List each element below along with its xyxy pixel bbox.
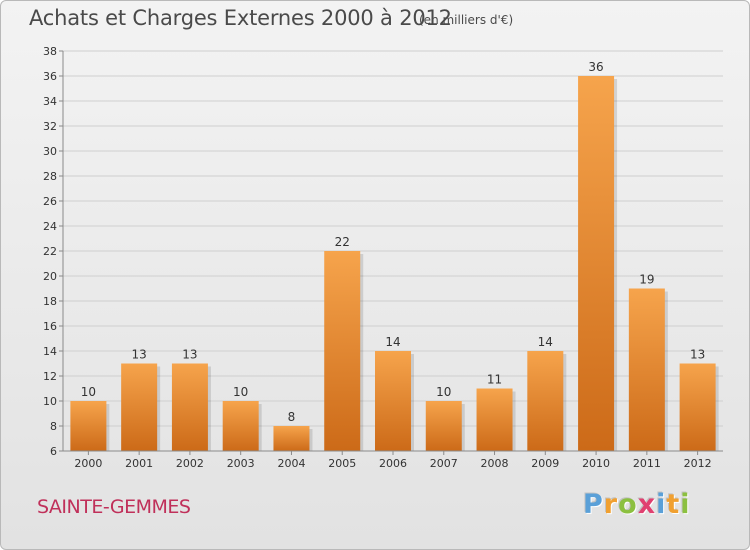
logo-letter: i xyxy=(656,489,667,520)
y-tick-label: 30 xyxy=(43,145,57,158)
bar xyxy=(425,401,462,451)
bar-value-label: 13 xyxy=(132,348,147,362)
y-tick-label: 14 xyxy=(43,345,57,358)
bar xyxy=(121,363,158,451)
logo-letter: r xyxy=(603,489,619,520)
axes xyxy=(59,50,723,455)
y-tick-label: 22 xyxy=(43,245,57,258)
x-tick-label: 2000 xyxy=(74,457,102,470)
bar xyxy=(578,76,615,451)
commune-name: SAINTE-GEMMES xyxy=(37,496,191,518)
bar-value-label: 10 xyxy=(81,385,96,399)
y-tick-label: 12 xyxy=(43,370,57,383)
bar-value-label: 19 xyxy=(639,273,654,287)
bar-value-label: 8 xyxy=(288,410,296,424)
y-tick-label: 16 xyxy=(43,320,57,333)
x-tick-label: 2003 xyxy=(227,457,255,470)
y-tick-label: 28 xyxy=(43,170,57,183)
y-tick-label: 20 xyxy=(43,270,57,283)
bar xyxy=(476,388,513,451)
x-tick-label: 2007 xyxy=(430,457,458,470)
bar-value-label: 10 xyxy=(436,385,451,399)
logo-letter: P xyxy=(583,489,604,520)
labels: 6 8 10 12 14 16 18 20 22 24 26 28 30 32 34 36 38 10 2000 13… xyxy=(43,45,712,470)
chart-unit: (en milliers d'€) xyxy=(419,13,514,27)
bar-value-label: 10 xyxy=(233,385,248,399)
bar-value-label: 11 xyxy=(487,373,502,387)
proxiti-logo[interactable]: Proxiti xyxy=(583,489,691,520)
bar xyxy=(222,401,259,451)
x-tick-label: 2008 xyxy=(481,457,509,470)
x-tick-label: 2009 xyxy=(531,457,559,470)
chart-title: Achats et Charges Externes 2000 à 2012 xyxy=(29,6,452,30)
x-tick-label: 2004 xyxy=(277,457,305,470)
y-tick-label: 36 xyxy=(43,70,57,83)
bar xyxy=(273,426,310,451)
bar xyxy=(679,363,716,451)
bar-value-label: 13 xyxy=(182,348,197,362)
bar-value-label: 22 xyxy=(335,235,350,249)
bar-value-label: 36 xyxy=(588,60,603,74)
y-tick-label: 38 xyxy=(43,45,57,58)
bar xyxy=(375,351,411,451)
logo-letter: x xyxy=(637,489,657,520)
bar xyxy=(171,363,208,451)
logo-letter: t xyxy=(666,489,681,520)
logo-letter: i xyxy=(680,489,691,520)
x-tick-label: 2012 xyxy=(684,457,712,470)
bar-value-label: 14 xyxy=(385,335,400,349)
x-tick-label: 2006 xyxy=(379,457,407,470)
bar-value-label: 13 xyxy=(690,348,705,362)
logo-letter: o xyxy=(618,489,638,520)
y-tick-label: 8 xyxy=(50,420,57,433)
bar xyxy=(70,401,107,451)
y-tick-label: 18 xyxy=(43,295,57,308)
x-tick-label: 2011 xyxy=(633,457,661,470)
x-tick-label: 2010 xyxy=(582,457,610,470)
bar xyxy=(527,351,564,451)
x-tick-label: 2001 xyxy=(125,457,153,470)
bar-value-label: 14 xyxy=(538,335,553,349)
bar xyxy=(324,251,361,451)
bar xyxy=(628,288,665,451)
y-tick-label: 10 xyxy=(43,395,57,408)
bars xyxy=(70,76,719,451)
x-tick-label: 2005 xyxy=(328,457,356,470)
y-tick-label: 6 xyxy=(50,445,57,458)
y-tick-label: 34 xyxy=(43,95,57,108)
y-tick-label: 26 xyxy=(43,195,57,208)
y-tick-label: 32 xyxy=(43,120,57,133)
x-tick-label: 2002 xyxy=(176,457,204,470)
y-tick-label: 24 xyxy=(43,220,57,233)
